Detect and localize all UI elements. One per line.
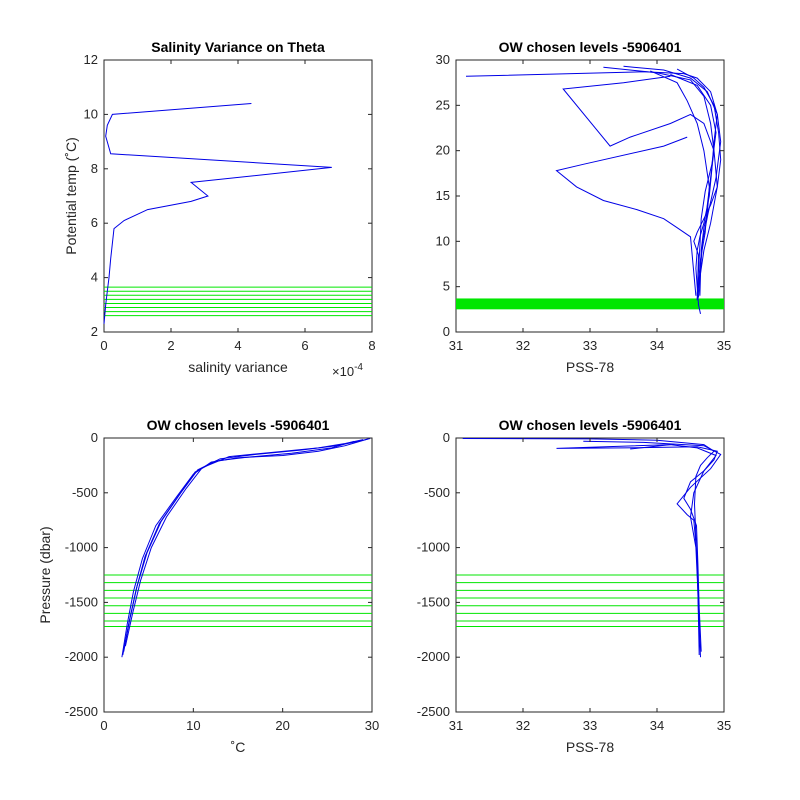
x-tick-label: 0 [100,338,107,353]
x-tick-label: 35 [717,718,731,733]
y-tick-label: 6 [91,215,98,230]
x-tick-label: 32 [516,338,530,353]
y-tick-label: -500 [72,485,98,500]
plot-layer: 31 32 33 34 35 -2500 -2000 -1500 -1000 -500 0 [417,430,731,733]
chart-title: OW chosen levels -5906401 [499,417,682,433]
chart-title: Salinity Variance on Theta [151,39,325,55]
profile-line [670,74,717,294]
y-tick-label: -500 [424,485,450,500]
chosen-level-band [456,298,724,310]
y-tick-label: 2 [91,324,98,339]
x-tick-label: 35 [717,338,731,353]
x-tick-label: 4 [234,338,241,353]
y-tick-label: 4 [91,270,98,285]
plot-layer: 0 10 20 30 -2500 -2000 -1500 -1000 -500 0 [65,430,379,733]
x-tick-label: 8 [368,338,375,353]
y-tick-label: 0 [443,324,450,339]
y-tick-label: -1000 [417,540,450,555]
chart-title: OW chosen levels -5906401 [499,39,682,55]
y-tick-label: 25 [436,97,450,112]
y-tick-label: 20 [436,143,450,158]
y-axis-label: Potential temp (˚C) [63,137,79,254]
y-tick-label: 15 [436,188,450,203]
y-axis-label: Pressure (dbar) [37,526,53,623]
y-tick-label: -1500 [417,594,450,609]
x-tick-label: 10 [186,718,200,733]
x-tick-label: 6 [301,338,308,353]
x-axis-label: ˚C [231,739,246,755]
profile-line [562,75,718,296]
x-tick-label: 33 [583,718,597,733]
x-tick-label: 20 [275,718,289,733]
y-tick-label: -2500 [65,704,98,719]
y-tick-label: 8 [91,161,98,176]
y-tick-label: -1000 [65,540,98,555]
profile-line [623,65,722,298]
x-axis-label: PSS-78 [566,359,614,375]
x-tick-label: 34 [650,338,664,353]
plot-layer: 31 32 33 34 35 0 5 10 15 20 25 30 [436,52,732,353]
panel-salinity-theta: 31 32 33 34 35 0 5 10 15 20 25 30 OW chosen levels … [436,39,732,375]
profile-line [556,444,718,652]
y-tick-label: 12 [84,52,98,67]
y-tick-label: -2500 [417,704,450,719]
y-tick-label: 0 [443,430,450,445]
profile-line [103,103,332,324]
y-tick-label: 10 [436,233,450,248]
x-tick-label: 32 [516,718,530,733]
x-tick-label: 31 [449,718,463,733]
y-tick-label: -2000 [417,649,450,664]
x-tick-label: 0 [100,718,107,733]
y-tick-label: -1500 [65,594,98,609]
y-tick-label: -2000 [65,649,98,664]
profile-line [124,439,364,647]
profile-line [630,444,717,656]
profile-line [122,440,355,656]
x-tick-label: 30 [365,718,379,733]
x-axis-exponent: ×10-4 [332,362,363,379]
x-axis-label: salinity variance [188,359,288,375]
profile-line [583,440,722,647]
x-tick-label: 33 [583,338,597,353]
y-tick-label: 0 [91,430,98,445]
panel-temp-pressure: 0 10 20 30 -2500 -2000 -1500 -1000 -500 0 OW chos… [37,417,379,755]
x-axis-label: PSS-78 [566,739,614,755]
plot-area [455,59,725,333]
panel-salinity-pressure: 31 32 33 34 35 -2500 -2000 -1500 -1000 -500 0 OW c… [417,417,731,755]
exponent-base: ×10 [332,364,354,379]
y-tick-label: 30 [436,52,450,67]
x-tick-label: 2 [167,338,174,353]
y-tick-label: 10 [84,106,98,121]
x-tick-label: 31 [449,338,463,353]
profile-line [555,136,697,296]
x-tick-label: 34 [650,718,664,733]
chart-title: OW chosen levels -5906401 [147,417,330,433]
y-tick-label: 5 [443,279,450,294]
exponent-power: -4 [354,362,363,373]
